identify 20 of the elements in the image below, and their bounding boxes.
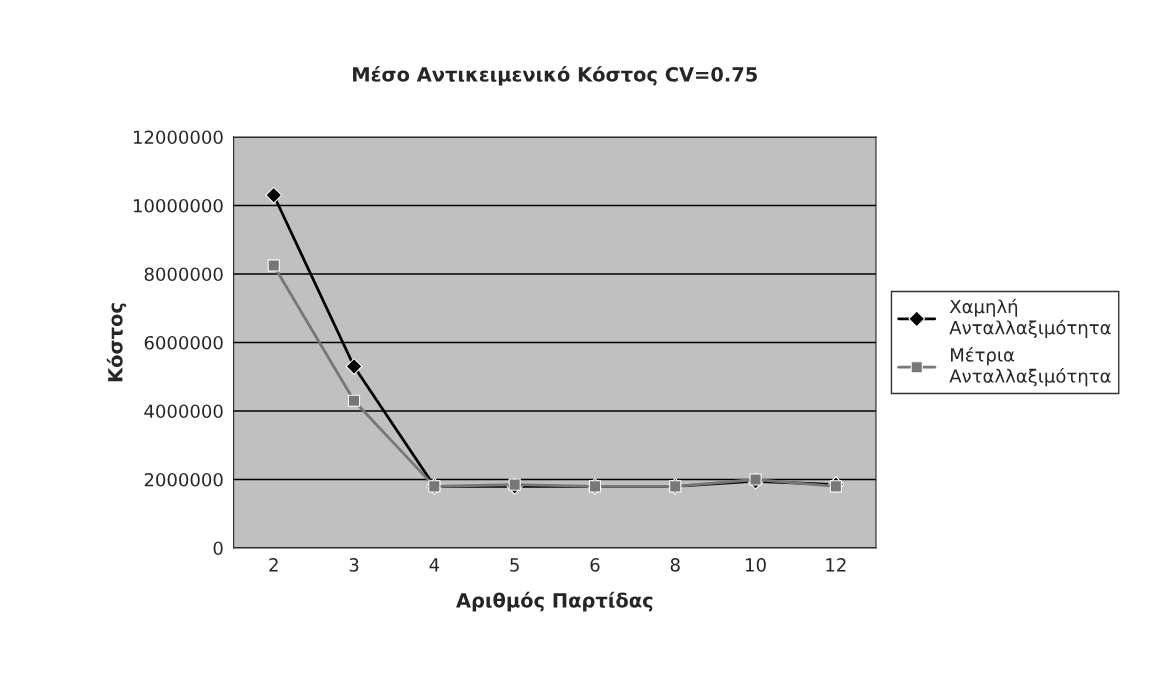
- x-tick-label: 6: [590, 558, 600, 572]
- y-tick-label: 10000000: [133, 198, 223, 213]
- x-tick-label: 8: [670, 558, 680, 572]
- y-tick-label: 8000000: [144, 267, 223, 282]
- y-axis-title: Κόστος: [106, 303, 127, 382]
- x-tick-label: 10: [746, 558, 766, 572]
- x-tick-label: 4: [429, 558, 440, 572]
- x-tick-label: 5: [510, 558, 519, 572]
- x-tick-label: 3: [349, 558, 359, 572]
- legend-label: Μέτρια Ανταλλαξιμότητα: [949, 347, 1111, 387]
- chart-title: Μέσο Αντικειμενικό Κόστος CV=0.75: [353, 65, 757, 86]
- y-tick-label: 0: [213, 541, 223, 556]
- x-axis-title: Αριθμός Παρτίδας: [456, 591, 653, 612]
- y-tick-label: 6000000: [144, 335, 223, 350]
- y-tick-label: 4000000: [144, 404, 223, 419]
- y-tick-label: 12000000: [133, 130, 223, 145]
- x-tick-label: 2: [269, 558, 278, 572]
- x-tick-label: 12: [826, 558, 846, 572]
- y-tick-label: 2000000: [144, 472, 223, 487]
- legend-label: Χαμηλή Ανταλλαξιμότητα: [949, 298, 1111, 338]
